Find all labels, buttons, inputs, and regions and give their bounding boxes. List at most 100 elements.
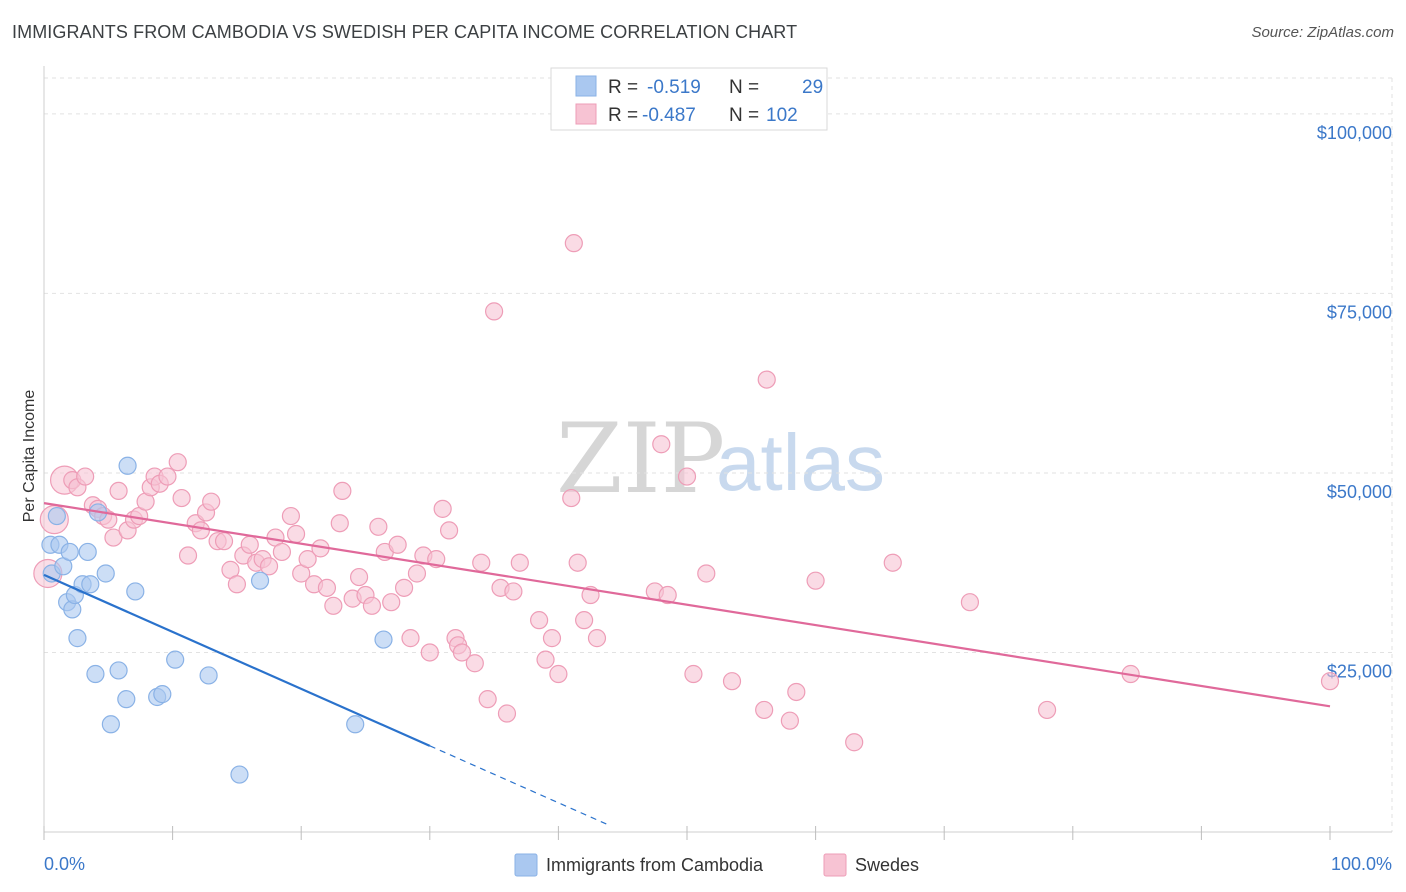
y-axis-tick-labels: $25,000 $50,000 $75,000 $100,000 <box>1317 123 1392 682</box>
swedes-point <box>787 682 806 702</box>
swedes-point <box>542 629 562 648</box>
swedes-point <box>158 467 177 486</box>
swedes-point <box>401 629 420 648</box>
bottom-legend-swatch-swedes <box>823 853 847 877</box>
legend-n-label-swedes: N = <box>729 105 759 126</box>
swedes-point <box>684 664 703 684</box>
legend-n-label-cambodia: N = <box>729 77 759 98</box>
cambodia-point <box>109 661 128 680</box>
swedes-point <box>281 506 301 526</box>
swedes-point <box>504 582 523 601</box>
swedes-point <box>677 467 697 486</box>
y-tick-label: $50,000 <box>1327 482 1392 502</box>
bottom-legend-label-swedes: Swedes <box>855 855 919 875</box>
legend-r-label-swedes: R = <box>608 105 638 126</box>
swedes-point <box>1320 672 1340 691</box>
cambodia-points <box>41 456 393 784</box>
swedes-point <box>587 629 607 648</box>
watermark-atlas: atlas <box>716 418 885 507</box>
cambodia-trend-extension <box>429 745 611 827</box>
swedes-point <box>658 585 677 605</box>
swedes-points <box>33 234 1340 752</box>
swedes-point <box>76 467 95 486</box>
cambodia-point <box>199 666 218 685</box>
legend-swatch-swedes <box>575 103 597 125</box>
swedes-point <box>549 664 568 684</box>
swedes-point <box>722 672 742 691</box>
swedes-point <box>172 488 191 508</box>
legend-r-label-cambodia: R = <box>608 77 638 98</box>
legend-swatch-cambodia <box>575 75 597 97</box>
swedes-point <box>259 557 279 576</box>
swedes-trend-line <box>43 502 1331 708</box>
swedes-point <box>536 650 555 669</box>
swedes-point <box>485 302 504 321</box>
swedes-point <box>109 481 128 501</box>
swedes-point <box>168 453 187 472</box>
cambodia-point <box>78 542 97 562</box>
swedes-point <box>191 521 210 540</box>
swedes-point <box>382 593 401 612</box>
swedes-point <box>562 488 581 508</box>
cambodia-point <box>153 685 172 704</box>
legend-r-value-cambodia: -0.519 <box>647 77 701 98</box>
swedes-point <box>240 535 259 554</box>
swedes-point <box>465 654 484 673</box>
cambodia-point <box>118 456 137 475</box>
cambodia-point <box>96 564 115 583</box>
swedes-point <box>420 643 439 662</box>
swedes-point <box>452 643 472 662</box>
y-tick-label: $100,000 <box>1317 123 1392 143</box>
swedes-point <box>202 492 221 511</box>
swedes-point <box>845 733 864 752</box>
swedes-point <box>298 550 317 569</box>
swedes-point <box>497 704 517 723</box>
y-tick-label: $75,000 <box>1327 302 1392 322</box>
swedes-point <box>433 499 452 518</box>
axes <box>43 66 1392 833</box>
watermark-zip: ZIP <box>556 403 725 515</box>
cambodia-point <box>126 582 145 601</box>
swedes-point <box>272 542 292 562</box>
swedes-point <box>369 517 388 536</box>
swedes-point <box>652 435 671 454</box>
bottom-legend-swatch-cambodia <box>514 853 538 877</box>
swedes-point <box>755 700 774 720</box>
legend-r-value-swedes: -0.487 <box>642 105 696 126</box>
legend-n-value-cambodia: 29 <box>802 77 823 98</box>
x-tick-label-max: 100.0% <box>1331 854 1392 874</box>
legend-n-value-swedes: 102 <box>766 105 798 126</box>
swedes-point <box>317 578 337 597</box>
trend-lines <box>43 502 1331 827</box>
cambodia-point <box>346 715 365 734</box>
legend-box <box>550 67 828 131</box>
cambodia-point <box>166 650 185 669</box>
bottom-legend-label-cambodia: Immigrants from Cambodia <box>546 855 764 875</box>
swedes-point <box>388 535 407 554</box>
cambodia-point <box>250 571 270 590</box>
swedes-point <box>960 593 980 612</box>
cambodia-point <box>47 506 66 526</box>
swedes-point <box>568 553 587 572</box>
y-tick-label: $25,000 <box>1327 661 1392 681</box>
swedes-point <box>349 567 369 587</box>
correlation-legend: R = -0.519 N = 29 R = -0.487 N = 102 <box>550 67 828 131</box>
series-legend: Immigrants from Cambodia Swedes <box>514 853 919 877</box>
cambodia-point <box>86 664 105 684</box>
swedes-point <box>394 578 414 597</box>
swedes-point <box>757 370 776 389</box>
swedes-point <box>575 611 594 630</box>
swedes-point <box>407 564 427 583</box>
swedes-point <box>1037 700 1057 720</box>
swedes-point <box>697 564 716 583</box>
swedes-point <box>472 553 491 572</box>
swedes-point <box>214 532 234 551</box>
swedes-point <box>324 596 343 615</box>
y-axis-label: Per Capita Income <box>21 390 38 523</box>
cambodia-trend-line <box>43 573 431 747</box>
swedes-point <box>362 596 382 615</box>
swedes-point <box>330 514 349 533</box>
swedes-point <box>883 553 902 572</box>
cambodia-point <box>60 542 79 562</box>
